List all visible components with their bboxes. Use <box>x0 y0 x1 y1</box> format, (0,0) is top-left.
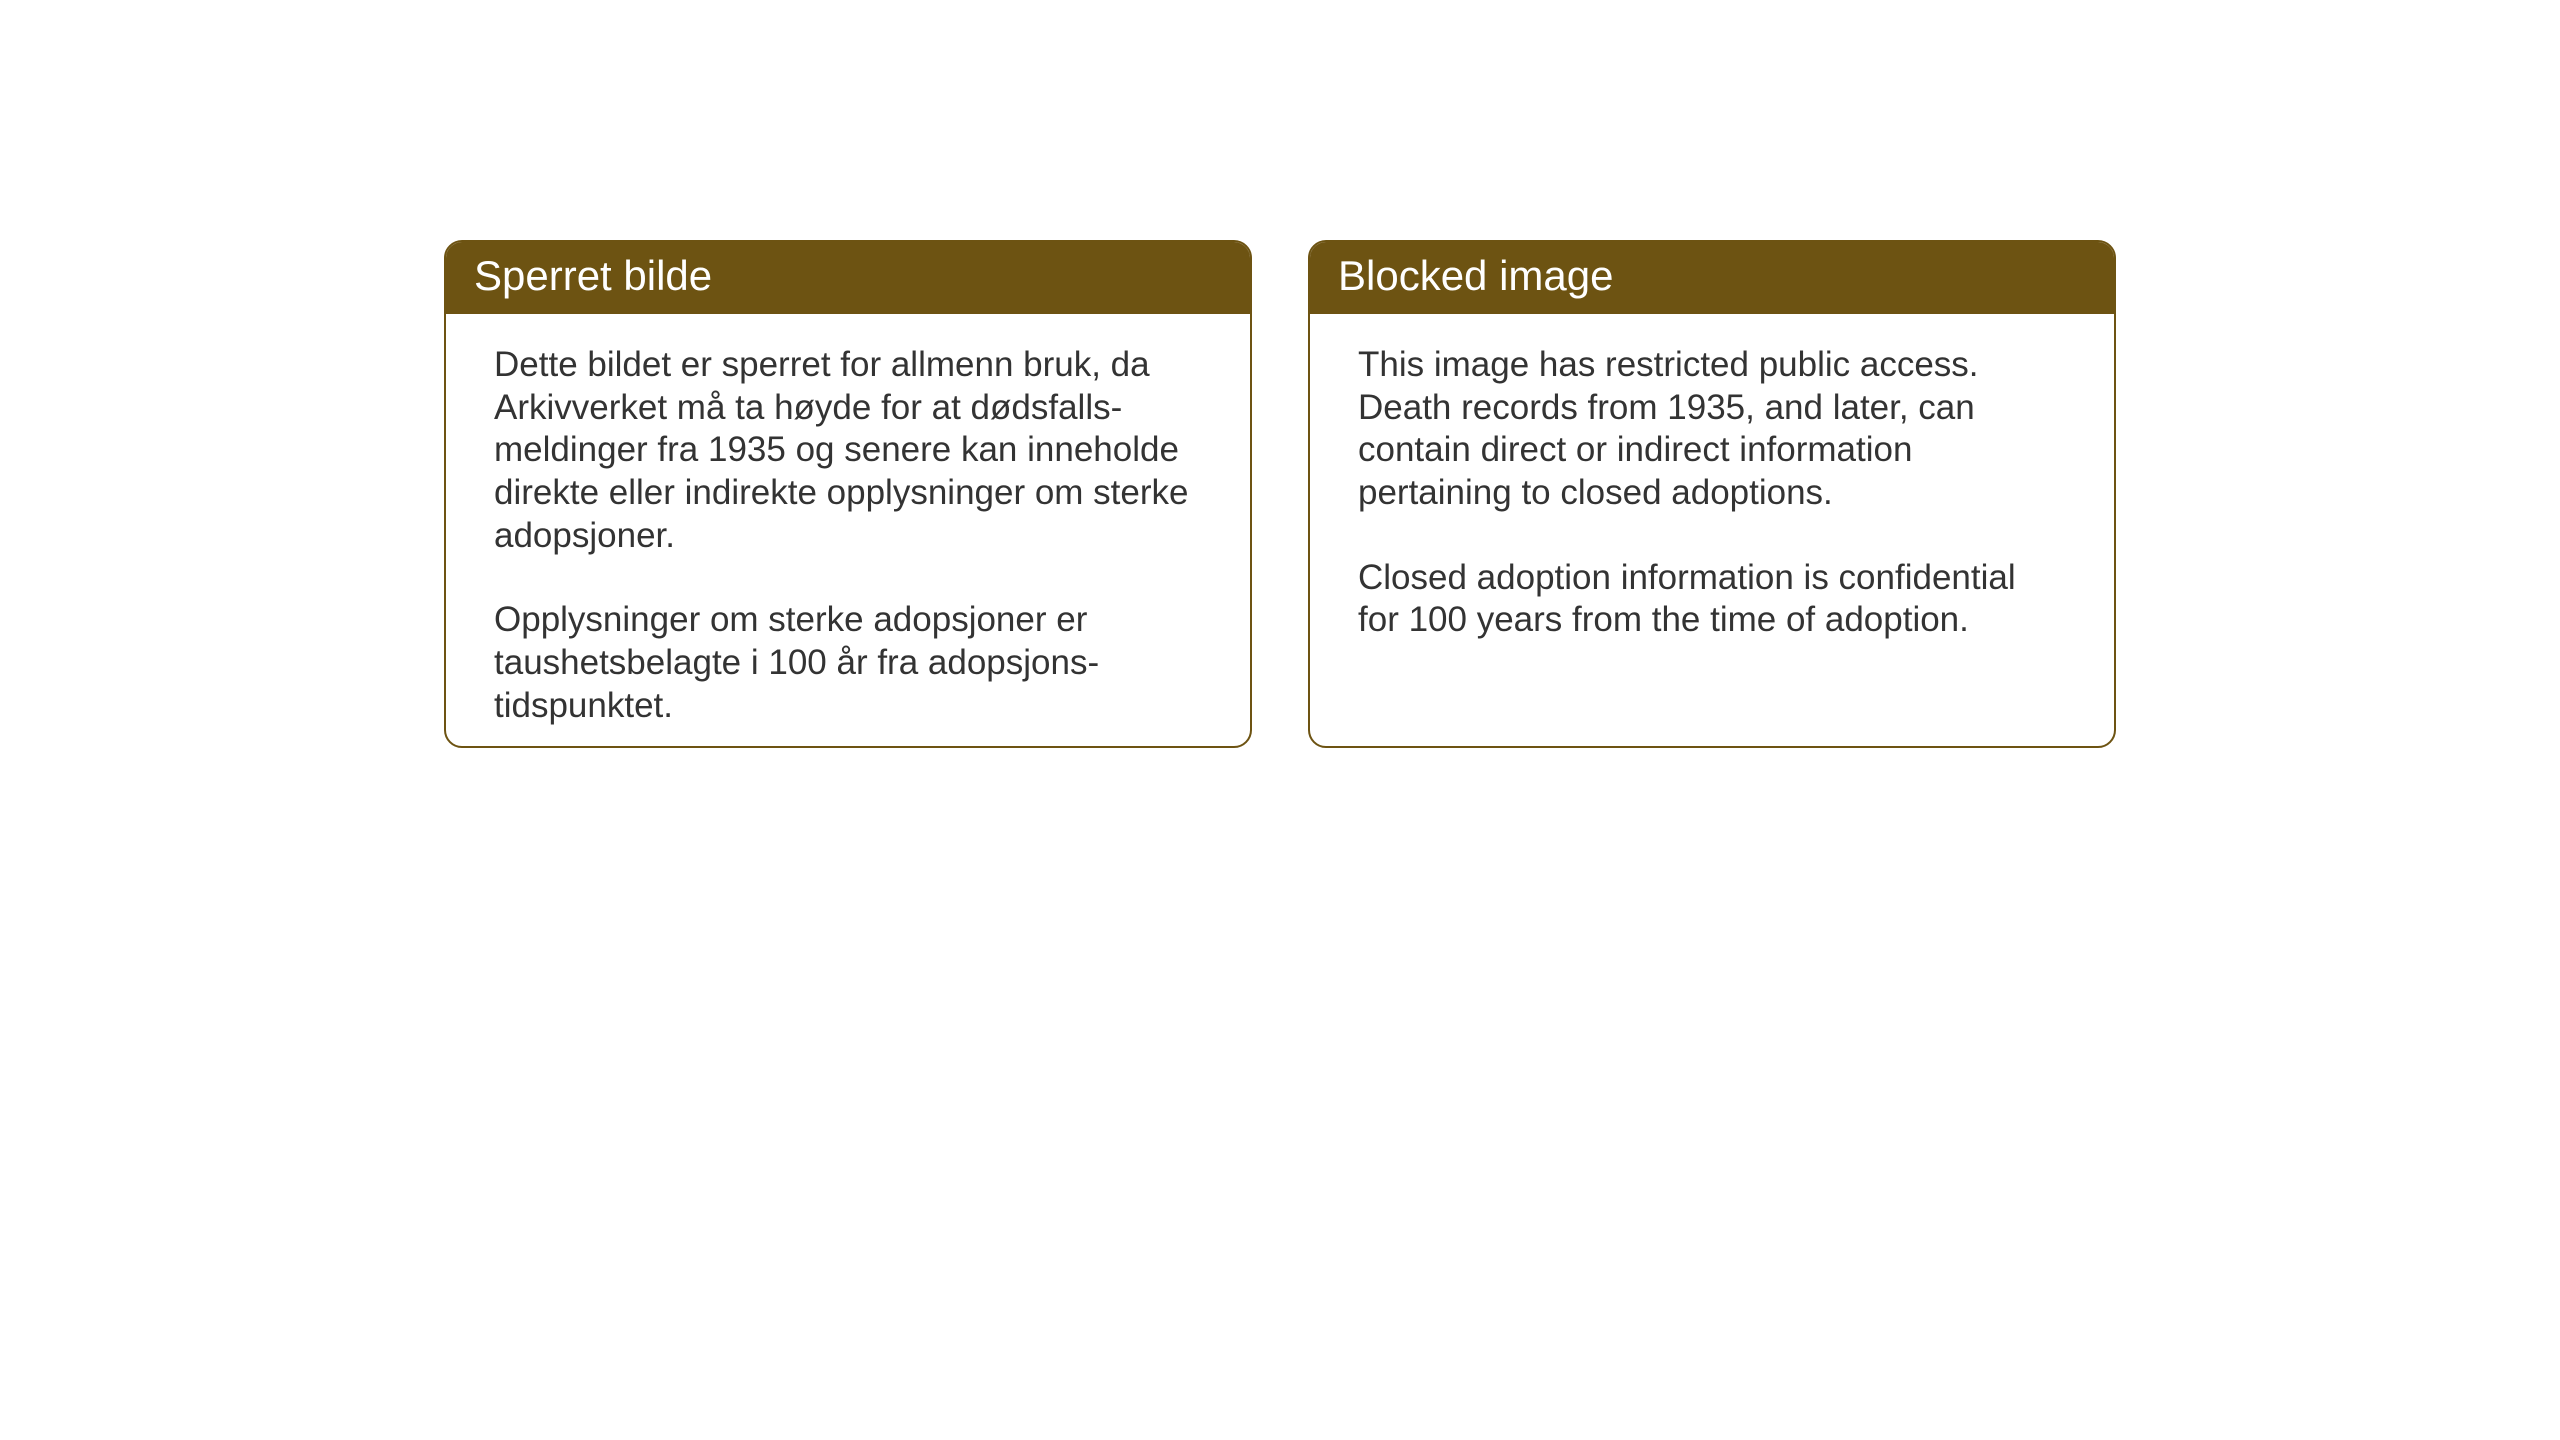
card-title: Blocked image <box>1338 252 1613 299</box>
card-title: Sperret bilde <box>474 252 712 299</box>
card-paragraph-2: Closed adoption information is confident… <box>1358 557 2066 642</box>
card-body: Dette bildet er sperret for allmenn bruk… <box>446 314 1250 748</box>
notice-card-norwegian: Sperret bilde Dette bildet er sperret fo… <box>444 240 1252 748</box>
card-header: Sperret bilde <box>446 242 1250 314</box>
card-paragraph-1: Dette bildet er sperret for allmenn bruk… <box>494 344 1202 557</box>
card-paragraph-1: This image has restricted public access.… <box>1358 344 2066 515</box>
card-paragraph-2: Opplysninger om sterke adopsjoner er tau… <box>494 599 1202 727</box>
card-header: Blocked image <box>1310 242 2114 314</box>
card-body: This image has restricted public access.… <box>1310 314 2114 672</box>
notice-container: Sperret bilde Dette bildet er sperret fo… <box>444 240 2116 748</box>
notice-card-english: Blocked image This image has restricted … <box>1308 240 2116 748</box>
